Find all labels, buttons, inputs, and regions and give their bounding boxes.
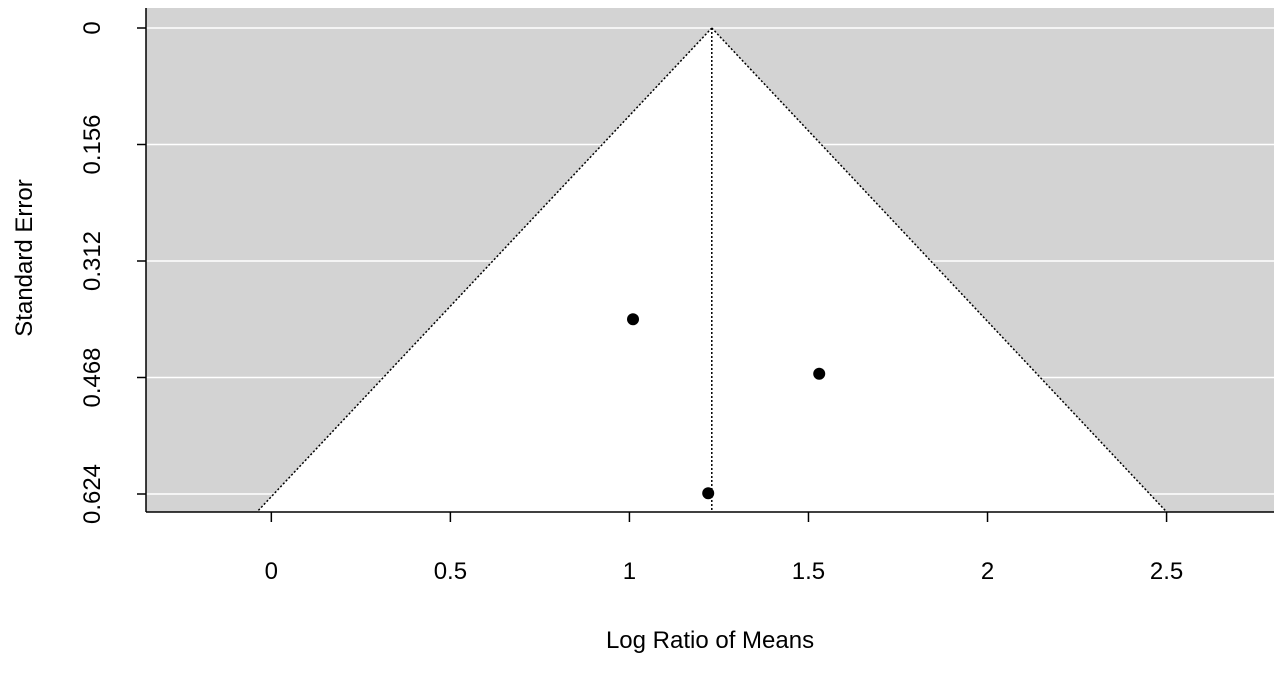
study-point-3 xyxy=(702,487,715,500)
y-axis-title: Standard Error xyxy=(11,179,38,336)
study-point-2 xyxy=(813,367,826,380)
x-tick-label-3: 1.5 xyxy=(792,558,825,585)
x-tick-label-1: 0.5 xyxy=(434,558,467,585)
study-point-1 xyxy=(627,313,640,326)
x-tick-label-2: 1 xyxy=(623,558,636,585)
axes: 0 0.156 0.312 0.468 0.624 0 0.5 1 1.5 2 2.5 xyxy=(79,8,1274,585)
plot-area xyxy=(146,27,1274,512)
x-tick-label-0: 0 xyxy=(265,558,278,585)
y-tick-label-1: 0.156 xyxy=(79,114,106,174)
y-tick-label-2: 0.312 xyxy=(79,231,106,291)
y-tick-label-0: 0 xyxy=(79,21,106,34)
x-tick-label-4: 2 xyxy=(981,558,994,585)
x-axis-title: Log Ratio of Means xyxy=(606,627,814,654)
funnel-right-boundary xyxy=(711,27,1168,512)
funnel-left-boundary xyxy=(255,27,713,512)
y-tick-label-4: 0.624 xyxy=(79,464,106,524)
x-tick-label-5: 2.5 xyxy=(1150,558,1183,585)
y-tick-label-3: 0.468 xyxy=(79,347,106,407)
